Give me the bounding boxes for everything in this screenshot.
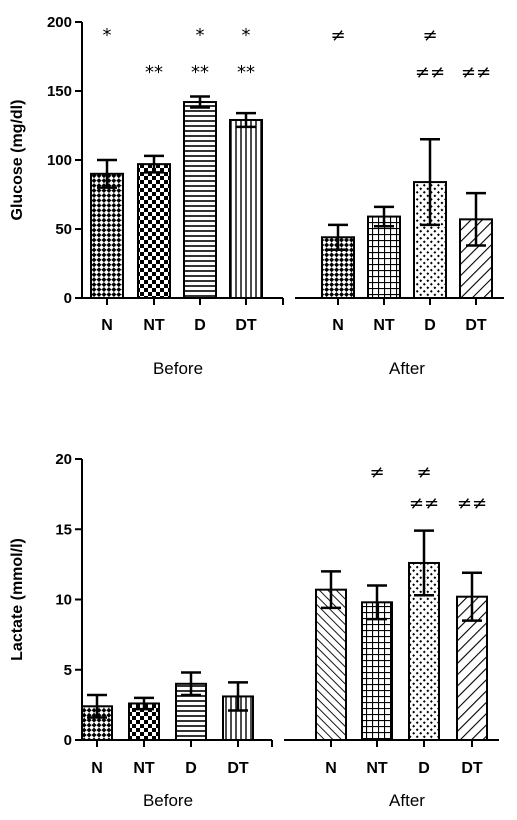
x-tick-label-before-nt: NT	[133, 760, 155, 777]
bar-before-dt	[229, 118, 263, 300]
significance-mark-before-n: *	[103, 25, 112, 46]
x-tick-label-after-d: D	[418, 760, 430, 777]
y-tick-label: 100	[47, 152, 72, 169]
significance-mark-before-dt: *	[242, 25, 251, 46]
x-tick-label-before-d: D	[185, 760, 197, 777]
x-tick-label-before-nt: NT	[143, 317, 165, 334]
significance-mark-after-n: ≠	[330, 25, 345, 46]
x-tick-label-before-n: N	[101, 317, 113, 334]
x-tick-label-before-dt: DT	[235, 317, 257, 334]
x-tick-label-after-n: N	[325, 760, 337, 777]
x-tick-label-after-n: N	[332, 317, 344, 334]
bar-after-nt	[367, 215, 401, 299]
bar-before-d	[175, 682, 207, 741]
significance-mark-after-dt: ≠≠	[461, 62, 491, 83]
x-tick-label-before-d: D	[194, 317, 206, 334]
x-tick-label-after-dt: DT	[461, 760, 483, 777]
y-tick-label: 10	[55, 592, 72, 609]
y-tick-label: 0	[64, 290, 72, 307]
y-axis-title: Glucose (mg/dl)	[9, 100, 26, 221]
y-tick-label: 200	[47, 14, 72, 31]
significance-mark-before-d: **	[191, 62, 209, 83]
chart-panel-2: 0 5 10 15 20 Lactate (mmol/l) Before After N NT D D…	[9, 451, 499, 810]
x-tick-label-after-nt: NT	[366, 760, 388, 777]
significance-mark-after-d: ≠	[422, 25, 437, 46]
bar-after-n	[315, 588, 347, 741]
group-label-after: After	[389, 791, 425, 810]
group-label-before: Before	[143, 791, 193, 810]
bar-before-d	[183, 101, 217, 300]
significance-mark-before-nt: **	[145, 62, 163, 83]
x-tick-label-before-n: N	[91, 760, 103, 777]
significance-mark-after-d: ≠≠	[415, 62, 445, 83]
y-tick-label: 0	[64, 732, 72, 749]
significance-mark-before-d: *	[196, 25, 205, 46]
group-label-before: Before	[153, 359, 203, 378]
x-tick-label-before-dt: DT	[227, 760, 249, 777]
significance-mark-after-d: ≠	[416, 462, 431, 483]
y-tick-label: 5	[64, 662, 72, 679]
bar-after-nt	[361, 601, 393, 741]
y-tick-label: 15	[55, 521, 72, 538]
significance-mark-before-dt: **	[237, 62, 255, 83]
group-label-after: After	[389, 359, 425, 378]
x-tick-label-after-nt: NT	[373, 317, 395, 334]
x-tick-label-after-dt: DT	[465, 317, 487, 334]
y-tick-label: 150	[47, 83, 72, 100]
y-tick-label: 50	[55, 221, 72, 238]
y-tick-label: 20	[55, 451, 72, 468]
bar-before-nt	[137, 163, 171, 299]
significance-mark-after-d: ≠≠	[409, 493, 439, 514]
significance-mark-after-nt: ≠	[369, 462, 384, 483]
chart-panel-1: 0 50 100 150 200 Glucose (mg/dl) Before After N *…	[9, 14, 504, 378]
significance-mark-after-dt: ≠≠	[457, 493, 487, 514]
y-axis-title: Lactate (mmol/l)	[9, 538, 26, 661]
x-tick-label-after-d: D	[424, 317, 436, 334]
bar-before-n	[90, 172, 124, 299]
